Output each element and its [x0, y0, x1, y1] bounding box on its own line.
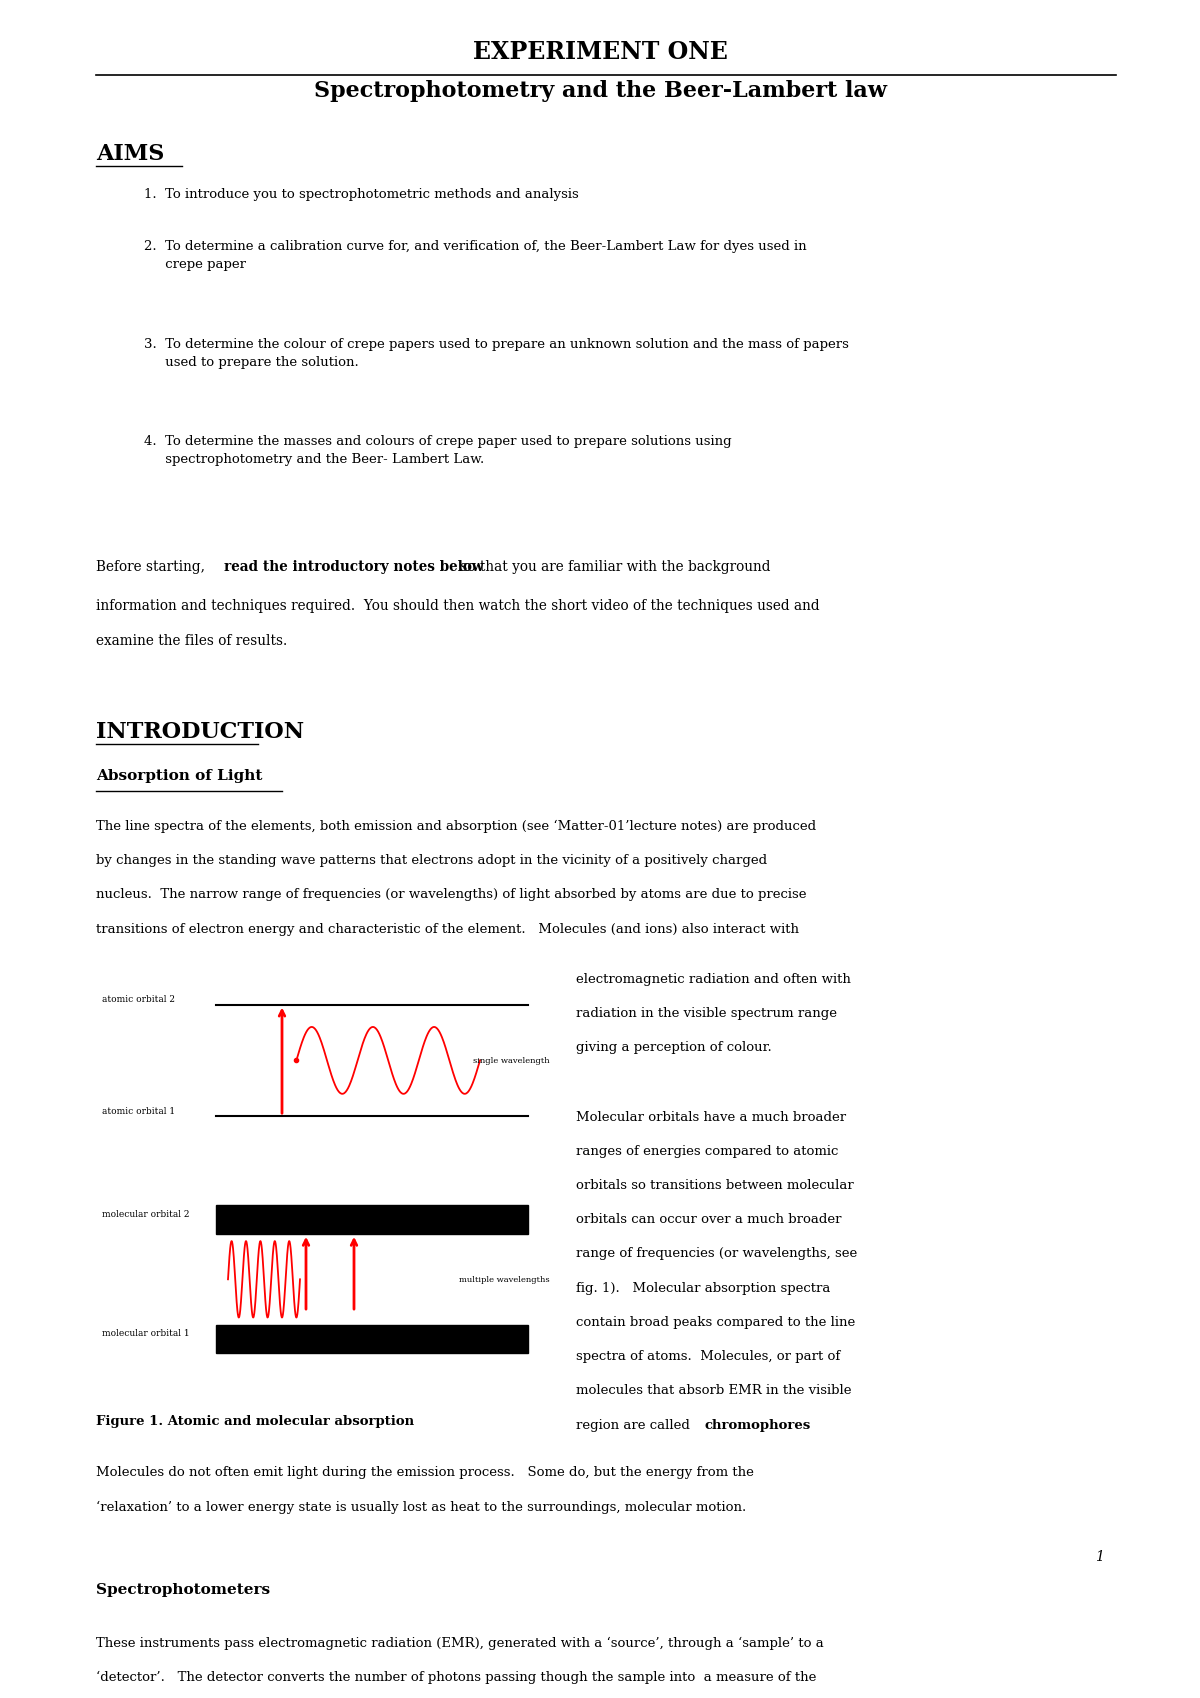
Text: radiation in the visible spectrum range: radiation in the visible spectrum range [576, 1007, 838, 1020]
Text: Figure 1. Atomic and molecular absorption: Figure 1. Atomic and molecular absorptio… [96, 1416, 414, 1428]
Text: read the introductory notes below: read the introductory notes below [224, 560, 484, 574]
Text: orbitals so transitions between molecular: orbitals so transitions between molecula… [576, 1178, 853, 1192]
Text: ‘relaxation’ to a lower energy state is usually lost as heat to the surroundings: ‘relaxation’ to a lower energy state is … [96, 1501, 746, 1515]
Text: transitions of electron energy and characteristic of the element.   Molecules (a: transitions of electron energy and chara… [96, 922, 799, 936]
Text: molecular orbital 2: molecular orbital 2 [102, 1211, 190, 1219]
Bar [216, 1324, 528, 1353]
Text: Spectrophotometry and the Beer-Lambert law: Spectrophotometry and the Beer-Lambert l… [313, 80, 887, 102]
Text: ranges of energies compared to atomic: ranges of energies compared to atomic [576, 1144, 839, 1158]
Text: The line spectra of the elements, both emission and absorption (see ‘Matter-01’l: The line spectra of the elements, both e… [96, 820, 816, 834]
Text: EXPERIMENT ONE: EXPERIMENT ONE [473, 39, 727, 65]
Text: molecular orbital 1: molecular orbital 1 [102, 1330, 190, 1338]
Text: Absorption of Light: Absorption of Light [96, 769, 263, 783]
Text: single wavelength: single wavelength [473, 1058, 550, 1065]
Text: spectra of atoms.  Molecules, or part of: spectra of atoms. Molecules, or part of [576, 1350, 840, 1363]
Text: by changes in the standing wave patterns that electrons adopt in the vicinity of: by changes in the standing wave patterns… [96, 854, 767, 868]
Text: INTRODUCTION: INTRODUCTION [96, 722, 304, 744]
Text: orbitals can occur over a much broader: orbitals can occur over a much broader [576, 1214, 841, 1226]
Text: contain broad peaks compared to the line: contain broad peaks compared to the line [576, 1316, 856, 1330]
Text: molecules that absorb EMR in the visible: molecules that absorb EMR in the visible [576, 1384, 852, 1397]
Text: 1.  To introduce you to spectrophotometric methods and analysis: 1. To introduce you to spectrophotometri… [144, 188, 578, 200]
Text: range of frequencies (or wavelengths, see: range of frequencies (or wavelengths, se… [576, 1248, 857, 1260]
Text: multiple wavelengths: multiple wavelengths [458, 1277, 550, 1284]
Text: AIMS: AIMS [96, 143, 164, 165]
Text: These instruments pass electromagnetic radiation (EMR), generated with a ‘source: These instruments pass electromagnetic r… [96, 1637, 823, 1650]
Text: electromagnetic radiation and often with: electromagnetic radiation and often with [576, 973, 851, 987]
Text: Molecular orbitals have a much broader: Molecular orbitals have a much broader [576, 1110, 846, 1124]
Text: region are called: region are called [576, 1418, 694, 1431]
Text: Before starting,: Before starting, [96, 560, 209, 574]
Text: Molecules do not often emit light during the emission process.   Some do, but th: Molecules do not often emit light during… [96, 1467, 754, 1479]
Text: 1: 1 [1096, 1550, 1104, 1564]
Bar [216, 1206, 528, 1234]
Text: chromophores: chromophores [704, 1418, 811, 1431]
Text: fig. 1).   Molecular absorption spectra: fig. 1). Molecular absorption spectra [576, 1282, 830, 1294]
Text: giving a perception of colour.: giving a perception of colour. [576, 1041, 772, 1054]
Text: examine the files of results.: examine the files of results. [96, 633, 287, 647]
Text: 3.  To determine the colour of crepe papers used to prepare an unknown solution : 3. To determine the colour of crepe pape… [144, 338, 848, 368]
Text: ‘detector’.   The detector converts the number of photons passing though the sam: ‘detector’. The detector converts the nu… [96, 1671, 816, 1684]
Text: atomic orbital 2: atomic orbital 2 [102, 995, 175, 1004]
Text: information and techniques required.  You should then watch the short video of t: information and techniques required. You… [96, 599, 820, 613]
Text: so that you are familiar with the background: so that you are familiar with the backgr… [456, 560, 770, 574]
Text: atomic orbital 1: atomic orbital 1 [102, 1107, 175, 1116]
Text: nucleus.  The narrow range of frequencies (or wavelengths) of light absorbed by : nucleus. The narrow range of frequencies… [96, 888, 806, 902]
Text: 4.  To determine the masses and colours of crepe paper used to prepare solutions: 4. To determine the masses and colours o… [144, 435, 732, 465]
Text: Spectrophotometers: Spectrophotometers [96, 1583, 270, 1596]
Text: 2.  To determine a calibration curve for, and verification of, the Beer-Lambert : 2. To determine a calibration curve for,… [144, 241, 806, 272]
